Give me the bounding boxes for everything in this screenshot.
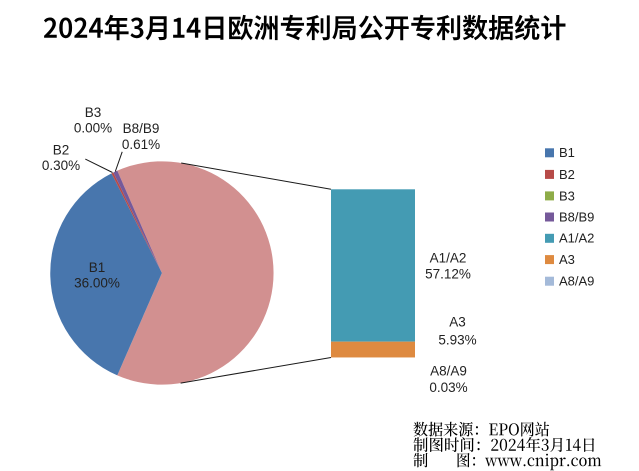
svg-text:36.00%: 36.00% <box>74 276 120 291</box>
svg-text:B8/B9: B8/B9 <box>559 209 594 224</box>
svg-text:A1/A2: A1/A2 <box>559 231 594 246</box>
svg-text:A3: A3 <box>559 252 575 267</box>
svg-text:B2: B2 <box>53 143 70 158</box>
svg-text:A1/A2: A1/A2 <box>430 250 467 265</box>
svg-text:0.00%: 0.00% <box>74 121 112 136</box>
svg-text:A8/A9: A8/A9 <box>430 363 467 378</box>
svg-text:B3: B3 <box>85 105 102 120</box>
svg-text:0.03%: 0.03% <box>429 380 467 395</box>
svg-text:B1: B1 <box>559 145 575 160</box>
svg-text:A3: A3 <box>449 314 466 329</box>
svg-text:B3: B3 <box>559 188 575 203</box>
svg-text:0.61%: 0.61% <box>122 137 160 152</box>
svg-text:57.12%: 57.12% <box>425 267 471 282</box>
svg-text:B2: B2 <box>559 167 575 182</box>
svg-text:A8/A9: A8/A9 <box>559 274 594 289</box>
svg-text:B1: B1 <box>89 260 106 275</box>
svg-text:0.30%: 0.30% <box>42 158 80 173</box>
svg-text:B8/B9: B8/B9 <box>123 121 160 136</box>
svg-text:5.93%: 5.93% <box>438 332 476 347</box>
